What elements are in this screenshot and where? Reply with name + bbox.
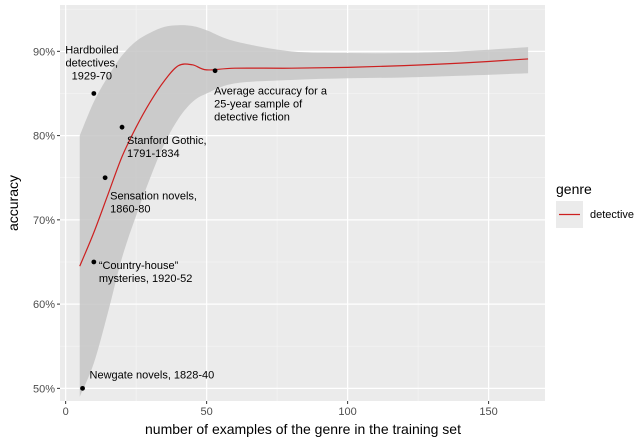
x-tick-label: 50 xyxy=(201,406,213,418)
annotation-line: detectives, xyxy=(66,57,119,69)
data-point xyxy=(119,124,125,130)
data-point xyxy=(91,91,97,96)
annotation-line: mysteries, 1920-52 xyxy=(99,273,193,285)
data-points xyxy=(80,68,218,391)
annotation-line: 1791-1834 xyxy=(127,148,180,160)
point-annotation: Stanford Gothic, 1791-1834 xyxy=(127,135,207,160)
point-annotation: Hardboiled detectives, 1929-70 xyxy=(65,44,118,82)
point-annotation: Newgate novels, 1828-40 xyxy=(90,369,215,381)
annotation-line: Sensation novels, xyxy=(110,191,197,203)
annotation-line: 1860-80 xyxy=(110,204,150,216)
annotation-line: Hardboiled xyxy=(65,44,118,56)
y-axis-title: accuracy xyxy=(5,175,21,231)
x-tick-label: 150 xyxy=(479,406,497,418)
point-annotation: “Country-house” mysteries, 1920-52 xyxy=(99,260,193,285)
annotation-line: detective fiction xyxy=(214,112,290,124)
x-axis-ticks: 0 50 100 150 xyxy=(63,401,498,418)
point-annotation: Sensation novels, 1860-80 xyxy=(110,191,197,216)
annotation-line: 1929-70 xyxy=(72,70,112,82)
annotation-line: Average accuracy for a xyxy=(214,86,328,98)
annotation-line: 25-year sample of xyxy=(214,99,303,111)
detective-smooth-line xyxy=(79,58,529,267)
point-annotations: Newgate novels, 1828-40 “Country-house” my… xyxy=(65,44,328,381)
annotation-line: Stanford Gothic, xyxy=(127,135,207,147)
data-point xyxy=(91,259,97,265)
data-point xyxy=(80,385,85,391)
y-tick-label: 80% xyxy=(33,131,55,143)
y-tick-label: 90% xyxy=(33,46,55,58)
y-tick-label: 50% xyxy=(33,383,55,395)
legend-label-detective: detective xyxy=(590,209,634,221)
data-point xyxy=(212,68,218,74)
legend: genre detective xyxy=(556,181,634,228)
y-tick-label: 70% xyxy=(33,215,55,227)
point-annotation: Average accuracy for a 25-year sample of d… xyxy=(214,86,328,124)
y-axis-ticks: 50% 60% 70% 80% 90% xyxy=(33,46,60,395)
x-tick-label: 0 xyxy=(63,406,69,418)
annotation-line: “Country-house” xyxy=(99,260,179,272)
legend-title: genre xyxy=(556,181,592,197)
y-tick-label: 60% xyxy=(33,299,55,311)
x-tick-label: 100 xyxy=(338,406,356,418)
annotation-line: Newgate novels, 1828-40 xyxy=(90,369,215,381)
x-axis-title: number of examples of the genre in the t… xyxy=(145,421,461,437)
smooth-line-layer xyxy=(79,58,529,267)
data-point xyxy=(102,175,108,181)
